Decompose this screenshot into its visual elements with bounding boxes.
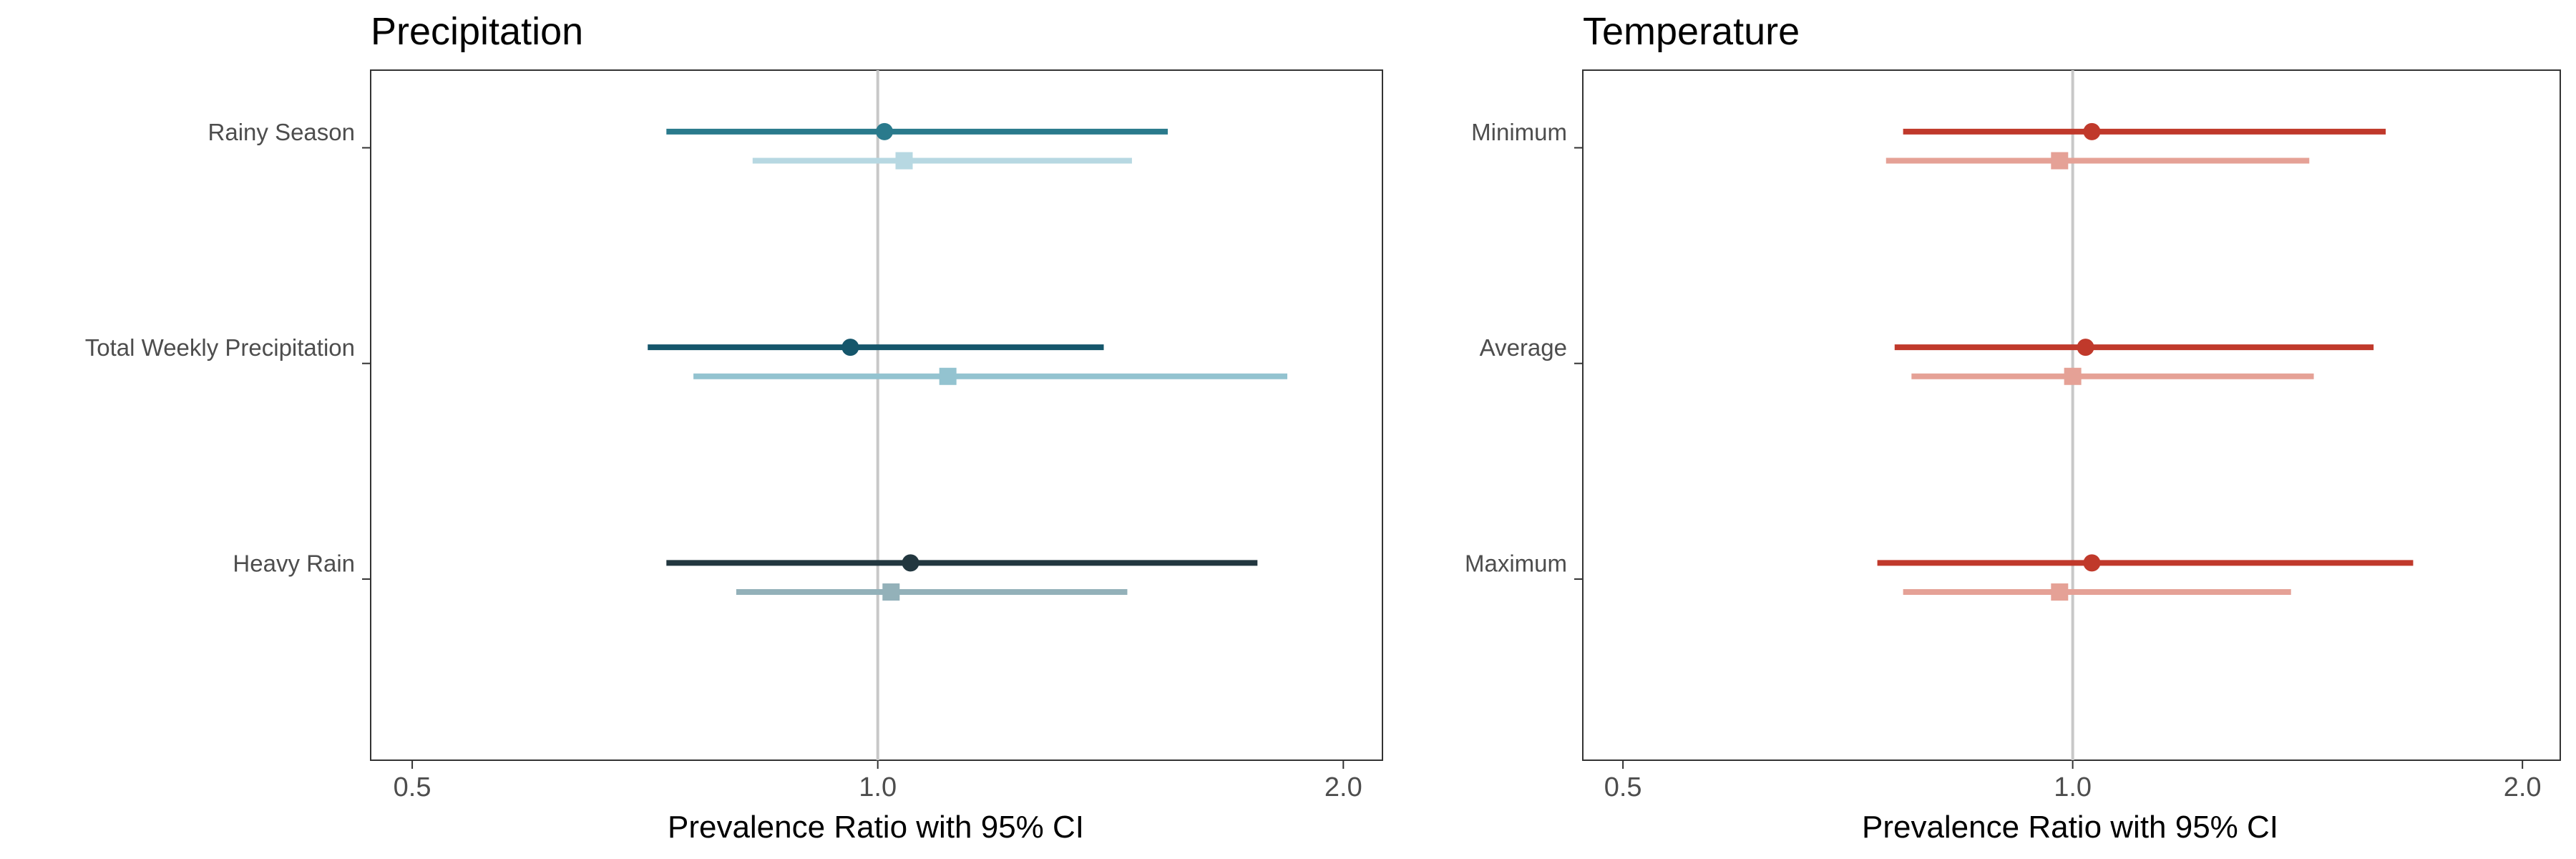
point-estimate — [841, 339, 859, 356]
plot-area: 0.5 1.0 2.0 Rainy Season Total Weekly Precip… — [85, 69, 1383, 802]
point-estimate — [882, 583, 900, 601]
category-label: Maximum — [1465, 550, 1567, 576]
point-estimate — [2083, 554, 2101, 572]
plot-area: 0.5 1.0 2.0 Minimum Average Maximum — [1465, 69, 2561, 802]
point-estimate — [939, 367, 957, 385]
x-tick-label: 2.0 — [1324, 772, 1362, 802]
x-axis-label: Prevalence Ratio with 95% CI — [668, 810, 1084, 845]
x-tick-label: 1.0 — [2054, 772, 2092, 802]
panel-title: Temperature — [1583, 10, 1800, 53]
point-estimate — [2083, 122, 2101, 140]
point-estimate — [2077, 339, 2094, 356]
category-label: Rainy Season — [208, 119, 355, 145]
x-tick-label: 2.0 — [2504, 772, 2542, 802]
x-tick-label: 0.5 — [394, 772, 431, 802]
x-tick-label: 1.0 — [859, 772, 897, 802]
point-estimate — [902, 554, 919, 572]
x-tick-label: 0.5 — [1604, 772, 1642, 802]
category-label: Average — [1480, 334, 1567, 361]
category-label: Heavy Rain — [233, 550, 355, 576]
panel-temperature: Temperature Prevalence Ratio with 95% CI… — [1465, 10, 2561, 845]
point-estimate — [2051, 583, 2069, 601]
point-estimate — [876, 122, 894, 140]
x-axis-label: Prevalence Ratio with 95% CI — [1862, 810, 2278, 845]
point-estimate — [895, 152, 913, 170]
category-label: Total Weekly Precipitation — [85, 334, 355, 361]
panel-precipitation: Precipitation Prevalence Ratio with 95% … — [85, 10, 1383, 845]
panel-title: Precipitation — [371, 10, 583, 53]
point-estimate — [2064, 367, 2082, 385]
category-label: Minimum — [1471, 119, 1567, 145]
point-estimate — [2051, 152, 2069, 170]
